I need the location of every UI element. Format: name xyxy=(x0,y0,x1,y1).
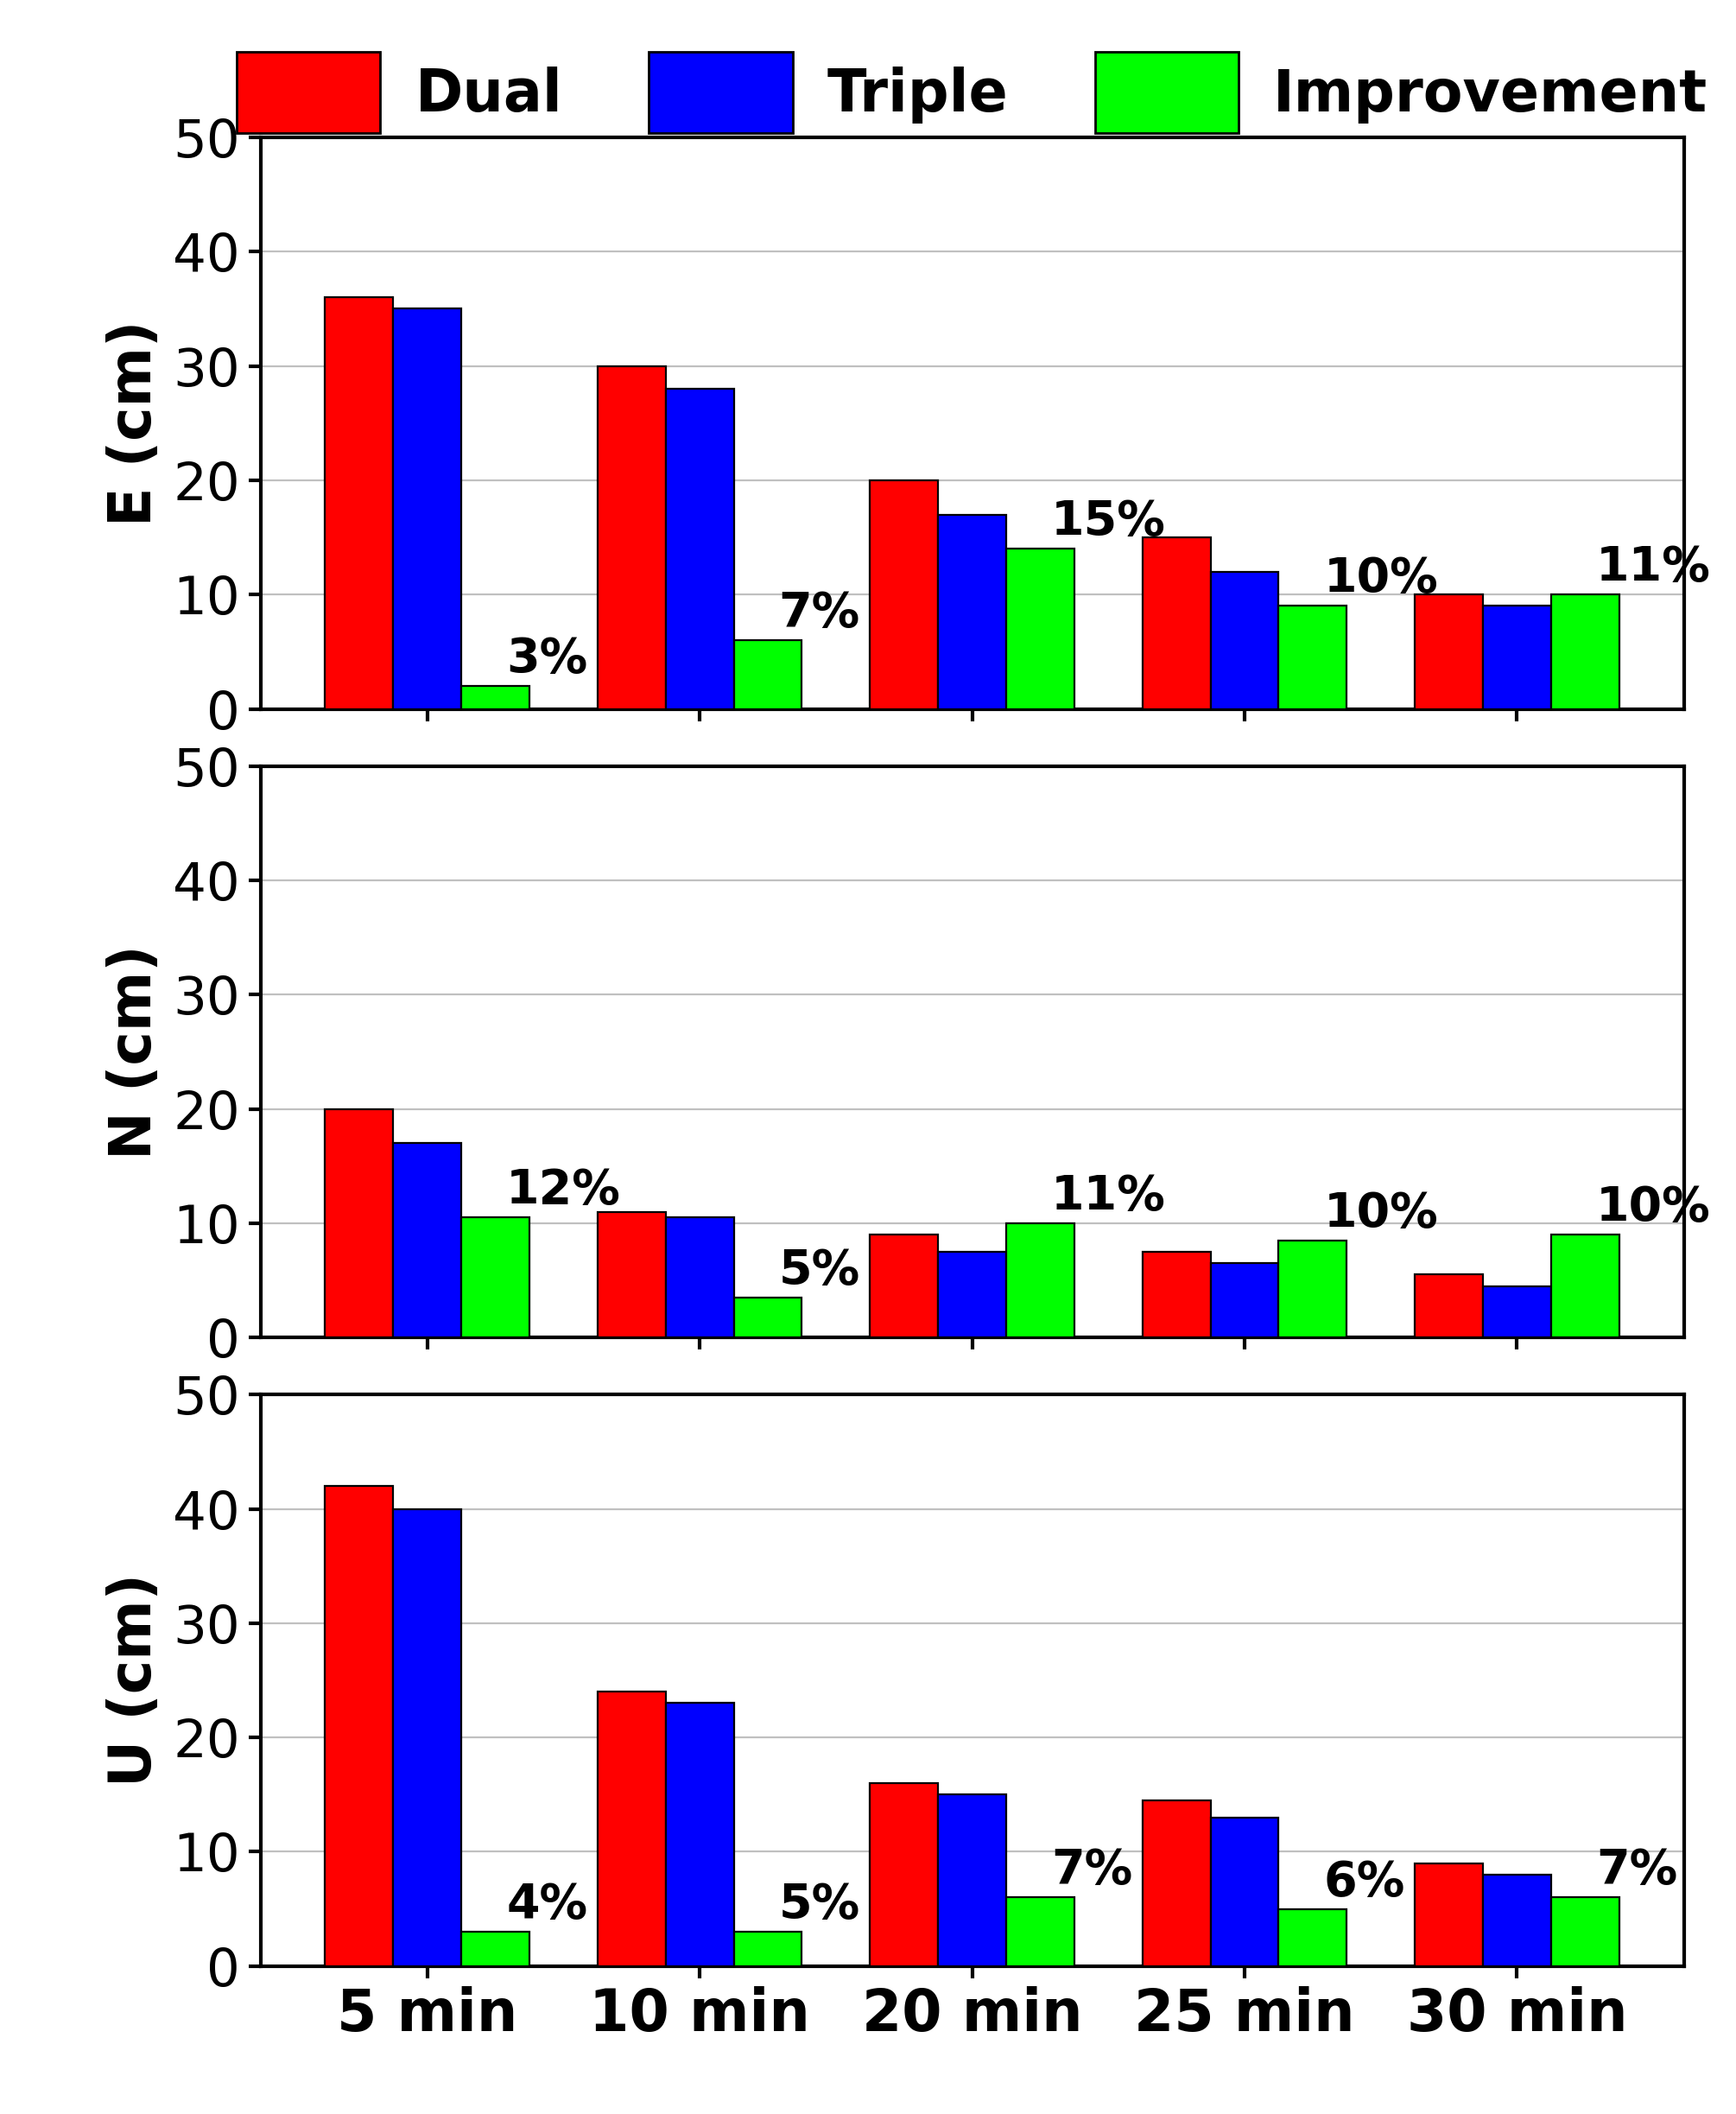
Bar xyxy=(325,1486,394,1966)
Bar xyxy=(870,1235,937,1338)
Bar xyxy=(1483,1285,1550,1338)
Bar xyxy=(462,685,529,708)
Bar xyxy=(870,480,937,708)
Bar xyxy=(325,1110,394,1338)
Bar xyxy=(734,1298,802,1338)
Bar xyxy=(1007,1898,1075,1966)
Bar xyxy=(1210,1264,1279,1338)
Text: 7%: 7% xyxy=(1595,1848,1677,1894)
Text: 5%: 5% xyxy=(779,1247,859,1294)
Text: 5%: 5% xyxy=(779,1881,859,1928)
Text: 3%: 3% xyxy=(507,636,589,683)
Bar xyxy=(1007,1224,1075,1338)
Text: 7%: 7% xyxy=(779,590,859,636)
Text: 11%: 11% xyxy=(1595,545,1710,592)
Bar xyxy=(665,1218,734,1338)
Legend: Dual, Triple, Improvement: Dual, Triple, Improvement xyxy=(214,30,1731,156)
Y-axis label: U (cm): U (cm) xyxy=(106,1573,163,1786)
Bar xyxy=(665,1704,734,1966)
Text: 10%: 10% xyxy=(1323,1190,1437,1237)
Bar xyxy=(1210,571,1279,708)
Bar xyxy=(1550,594,1620,708)
Y-axis label: N (cm): N (cm) xyxy=(106,945,163,1158)
Bar xyxy=(1007,550,1075,708)
Bar xyxy=(1415,1275,1483,1338)
Bar xyxy=(1279,1241,1347,1338)
Bar xyxy=(597,1691,665,1966)
Bar xyxy=(1142,1801,1210,1966)
Bar xyxy=(1550,1235,1620,1338)
Y-axis label: E (cm): E (cm) xyxy=(106,319,163,526)
Bar xyxy=(937,514,1007,708)
Text: 10%: 10% xyxy=(1595,1184,1710,1230)
Bar xyxy=(1142,1251,1210,1338)
Bar xyxy=(1142,537,1210,708)
Bar xyxy=(462,1932,529,1966)
Bar xyxy=(1550,1898,1620,1966)
Bar xyxy=(597,1211,665,1338)
Bar xyxy=(734,1932,802,1966)
Bar xyxy=(870,1782,937,1966)
Text: 6%: 6% xyxy=(1323,1858,1404,1905)
Text: 4%: 4% xyxy=(507,1881,587,1928)
Bar xyxy=(1415,1862,1483,1966)
Bar xyxy=(597,366,665,708)
Text: 15%: 15% xyxy=(1052,499,1167,545)
Bar xyxy=(1210,1818,1279,1966)
Bar xyxy=(462,1218,529,1338)
Bar xyxy=(665,389,734,708)
Text: 11%: 11% xyxy=(1052,1173,1167,1220)
Bar xyxy=(937,1251,1007,1338)
Bar xyxy=(1483,607,1550,708)
Bar xyxy=(394,1509,462,1966)
Bar xyxy=(325,298,394,708)
Bar xyxy=(1415,594,1483,708)
Text: 7%: 7% xyxy=(1052,1848,1132,1894)
Bar xyxy=(394,309,462,708)
Bar xyxy=(937,1795,1007,1966)
Bar xyxy=(734,641,802,708)
Text: 10%: 10% xyxy=(1323,556,1437,602)
Bar xyxy=(1483,1875,1550,1966)
Bar xyxy=(1279,1909,1347,1966)
Text: 12%: 12% xyxy=(507,1167,621,1213)
Bar xyxy=(1279,607,1347,708)
Bar xyxy=(394,1144,462,1338)
